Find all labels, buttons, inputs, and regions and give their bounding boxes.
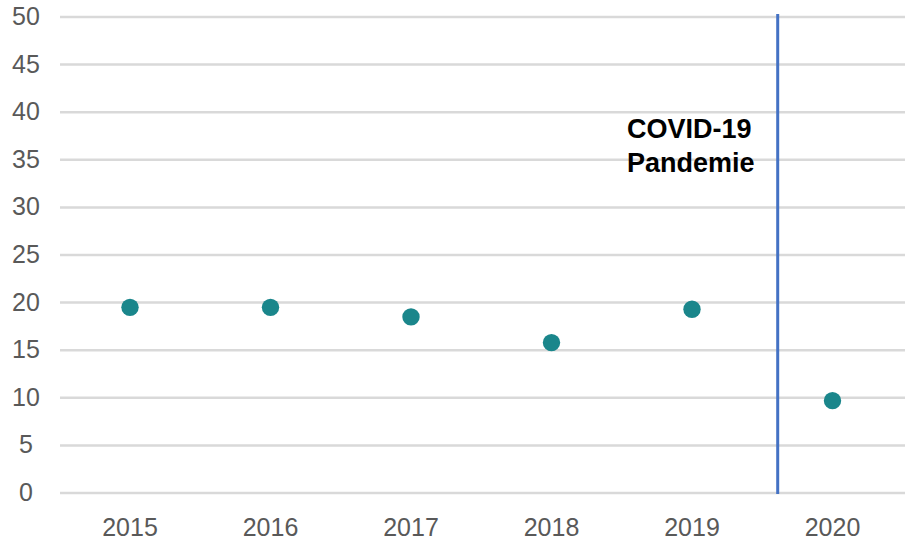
y-axis-tick-label: 35 xyxy=(12,145,40,173)
x-axis-tick-label-2018: 2018 xyxy=(524,513,580,541)
x-axis-tick-label-2017: 2017 xyxy=(383,513,439,541)
y-axis-tick-label: 40 xyxy=(12,97,40,125)
x-axis-tick-label-2020: 2020 xyxy=(805,513,861,541)
data-point-2016 xyxy=(262,299,279,316)
scatter-chart-figure: 0 5 10 15 20 25 30 35 40 45 50 2015 2016 2017 2018 2019… xyxy=(0,0,920,552)
data-point-2019 xyxy=(683,301,700,318)
y-axis-tick-label: 0 xyxy=(19,478,33,506)
y-axis-tick-label: 5 xyxy=(19,430,33,458)
x-axis-tick-label-2016: 2016 xyxy=(243,513,299,541)
scatter-plot: 0 5 10 15 20 25 30 35 40 45 50 2015 2016 2017 2018 2019… xyxy=(0,0,920,552)
y-axis-tick-label: 10 xyxy=(12,383,40,411)
y-axis-tick-label: 20 xyxy=(12,288,40,316)
x-axis-tick-label-2015: 2015 xyxy=(102,513,158,541)
covid-pandemic-annotation: COVID-19 Pandemie xyxy=(627,112,755,180)
y-axis-tick-label: 15 xyxy=(12,335,40,363)
x-axis-tick-label-2019: 2019 xyxy=(664,513,720,541)
annotation-line-1: COVID-19 xyxy=(627,112,755,146)
data-point-2017 xyxy=(402,308,419,325)
data-point-2018 xyxy=(543,334,560,351)
y-axis-tick-label: 30 xyxy=(12,192,40,220)
y-axis-tick-label: 45 xyxy=(12,50,40,78)
y-axis-tick-label: 25 xyxy=(12,240,40,268)
annotation-line-2: Pandemie xyxy=(627,146,755,180)
data-point-2020 xyxy=(824,392,841,409)
data-point-2015 xyxy=(121,299,138,316)
y-axis-tick-label: 50 xyxy=(12,2,40,30)
